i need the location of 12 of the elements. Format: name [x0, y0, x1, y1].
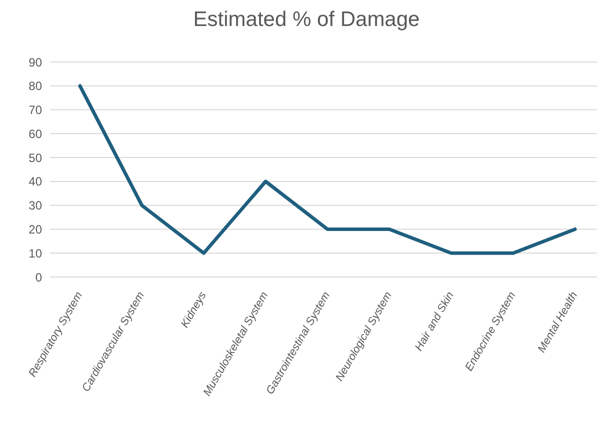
- y-tick-label: 20: [28, 222, 42, 236]
- y-tick-label: 80: [28, 79, 42, 94]
- y-tick-label: 90: [28, 55, 42, 70]
- y-tick-label: 10: [28, 246, 42, 260]
- chart-title: Estimated % of Damage: [192, 8, 421, 33]
- y-tick-label: 60: [28, 126, 42, 141]
- line-series: [78, 84, 577, 255]
- y-tick-label: 70: [28, 103, 42, 118]
- y-tick-label: 50: [28, 150, 42, 165]
- y-tick-label: 30: [28, 198, 42, 213]
- y-tick-label: 40: [28, 174, 42, 189]
- y-tick-label: 0: [35, 270, 42, 284]
